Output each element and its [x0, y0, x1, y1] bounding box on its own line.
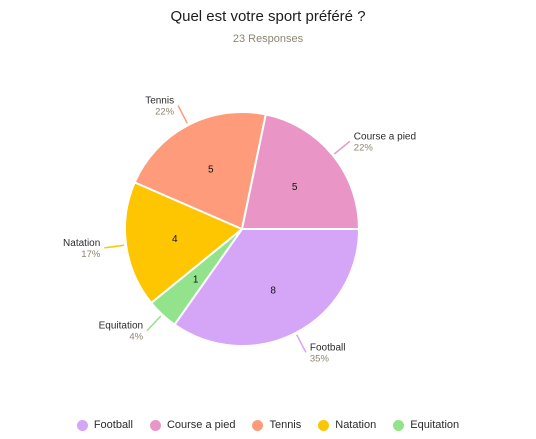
legend-item-football[interactable]: Football [76, 419, 133, 431]
legend: Football Course a pied Tennis Natation Equit… [0, 419, 536, 431]
leader-line-equitation [146, 315, 162, 332]
slice-label-equitation: Equitation [99, 321, 143, 332]
slice-value-equitation: 1 [193, 275, 199, 286]
chart-subtitle: 23 Responses [232, 33, 304, 45]
slice-value-natation: 4 [172, 234, 178, 245]
legend-swatch-natation [318, 419, 330, 431]
slice-value-tennis: 5 [208, 165, 214, 176]
legend-label-football: Football [93, 419, 133, 431]
slice-percent-football: 35% [310, 353, 330, 364]
legend-item-equitation[interactable]: Equitation [393, 419, 459, 431]
slice-label-football: Football [310, 342, 346, 353]
legend-swatch-football [76, 419, 88, 431]
slice-percent-natation: 17% [81, 249, 101, 260]
slice-natation[interactable] [124, 181, 244, 305]
legend-swatch-equitation [393, 419, 405, 431]
slice-value-course-a-pied: 5 [292, 182, 298, 193]
legend-item-natation[interactable]: Natation [318, 419, 376, 431]
slice-value-football: 8 [270, 285, 276, 296]
chart-title: Quel est votre sport préféré ? [170, 8, 366, 25]
legend-swatch-course-a-pied [149, 419, 161, 431]
legend-label-course-a-pied: Course a pied [166, 419, 236, 431]
legend-label-natation: Natation [335, 419, 377, 431]
slice-label-tennis: Tennis [145, 96, 174, 107]
legend-label-tennis: Tennis [269, 419, 302, 431]
legend-item-tennis[interactable]: Tennis [252, 419, 301, 431]
leader-line-tennis [177, 105, 188, 124]
slice-label-natation: Natation [63, 238, 100, 249]
slice-tennis[interactable] [133, 111, 267, 231]
slice-percent-equitation: 4% [129, 332, 143, 343]
slice-course-a-pied[interactable] [240, 113, 361, 230]
legend-label-equitation: Equitation [410, 419, 460, 431]
leader-line-course-a-pied [333, 140, 351, 155]
leader-line-natation [104, 244, 125, 249]
legend-item-course-a-pied[interactable]: Course a pied [149, 419, 236, 431]
legend-swatch-tennis [252, 419, 264, 431]
slice-percent-tennis: 22% [155, 107, 175, 118]
leader-line-football [296, 334, 307, 353]
slice-label-course-a-pied: Course a pied [354, 131, 416, 142]
slice-football[interactable] [173, 228, 361, 347]
slice-percent-course-a-pied: 22% [354, 142, 374, 153]
